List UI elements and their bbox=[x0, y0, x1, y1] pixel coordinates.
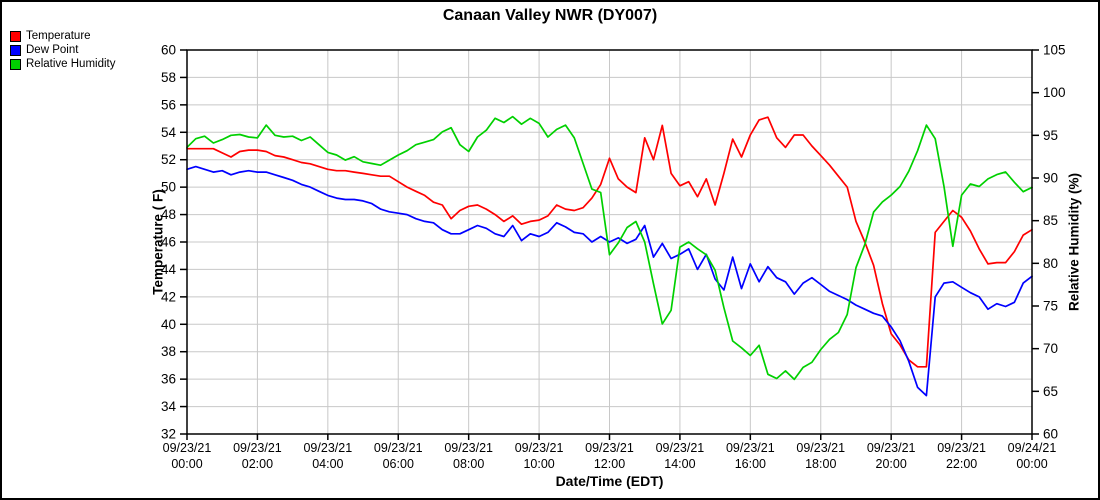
y-tick-label-right: 60 bbox=[1043, 427, 1058, 442]
axes bbox=[180, 49, 1039, 440]
x-tick-label-time: 20:00 bbox=[876, 457, 907, 471]
x-tick-label-date: 09/24/21 bbox=[1008, 441, 1057, 455]
y-tick-label-right: 95 bbox=[1043, 128, 1058, 143]
x-tick-label-time: 00:00 bbox=[171, 457, 202, 471]
y-tick-label-left: 32 bbox=[161, 427, 176, 442]
legend-item-dew-point: Dew Point bbox=[10, 44, 115, 57]
legend-label-relative-humidity: Relative Humidity bbox=[26, 58, 116, 70]
legend-label-temperature: Temperature bbox=[26, 30, 91, 42]
y-tick-label-left: 56 bbox=[161, 97, 176, 112]
temperature-line bbox=[186, 116, 1033, 368]
x-tick-label-time: 12:00 bbox=[594, 457, 625, 471]
x-tick-label-date: 09/23/21 bbox=[656, 441, 705, 455]
x-tick-label-date: 09/23/21 bbox=[585, 441, 634, 455]
legend-item-temperature: Temperature bbox=[10, 30, 115, 43]
x-tick-label-date: 09/23/21 bbox=[515, 441, 564, 455]
x-tick-label-date: 09/23/21 bbox=[937, 441, 986, 455]
y-tick-label-left: 46 bbox=[161, 235, 176, 250]
y-tick-label-left: 50 bbox=[161, 180, 176, 195]
y-tick-label-right: 100 bbox=[1043, 85, 1066, 100]
y-tick-label-left: 58 bbox=[161, 70, 176, 85]
tick-labels: 60 58 56 54 52 50 48 46 44 42 40 38 36 34 32 105 100 95 90… bbox=[161, 43, 1066, 472]
x-tick-label-date: 09/23/21 bbox=[867, 441, 916, 455]
y-tick-label-left: 48 bbox=[161, 207, 176, 222]
y-tick-label-left: 60 bbox=[161, 43, 176, 58]
y-tick-label-left: 44 bbox=[161, 262, 177, 277]
x-tick-label-time: 04:00 bbox=[312, 457, 343, 471]
y-tick-label-left: 36 bbox=[161, 372, 176, 387]
x-tick-label-time: 18:00 bbox=[805, 457, 836, 471]
legend: Temperature Dew Point Relative Humidity bbox=[10, 30, 115, 72]
x-tick-label-date: 09/23/21 bbox=[796, 441, 845, 455]
x-tick-label-date: 09/23/21 bbox=[233, 441, 282, 455]
chart-title: Canaan Valley NWR (DY007) bbox=[442, 7, 658, 24]
y-tick-label-left: 42 bbox=[161, 289, 176, 304]
relative-humidity-line bbox=[186, 115, 1033, 381]
x-tick-label-time: 14:00 bbox=[664, 457, 695, 471]
x-tick-label-time: 16:00 bbox=[735, 457, 766, 471]
x-tick-label-time: 10:00 bbox=[523, 457, 554, 471]
gridlines bbox=[187, 50, 1032, 434]
x-tick-label-time: 08:00 bbox=[453, 457, 484, 471]
y-tick-label-right: 90 bbox=[1043, 171, 1058, 186]
y-tick-label-left: 38 bbox=[161, 344, 176, 359]
x-tick-label-date: 09/23/21 bbox=[163, 441, 212, 455]
legend-swatch-temperature-icon bbox=[10, 31, 21, 42]
y-tick-label-left: 40 bbox=[161, 317, 176, 332]
x-tick-label-date: 09/23/21 bbox=[374, 441, 423, 455]
y-tick-label-right: 80 bbox=[1043, 256, 1058, 271]
dew-point-line bbox=[186, 165, 1033, 397]
legend-item-relative-humidity: Relative Humidity bbox=[10, 58, 115, 71]
x-tick-label-date: 09/23/21 bbox=[444, 441, 493, 455]
y-tick-label-left: 54 bbox=[161, 125, 177, 140]
legend-swatch-dew-point-icon bbox=[10, 45, 21, 56]
y-tick-label-right: 65 bbox=[1043, 384, 1058, 399]
x-tick-label-time: 02:00 bbox=[242, 457, 273, 471]
x-tick-label-date: 09/23/21 bbox=[726, 441, 775, 455]
y-tick-label-right: 70 bbox=[1043, 341, 1058, 356]
y-tick-label-left: 52 bbox=[161, 152, 176, 167]
y-tick-label-right: 75 bbox=[1043, 299, 1058, 314]
legend-swatch-relative-humidity-icon bbox=[10, 59, 21, 70]
x-tick-label-date: 09/23/21 bbox=[303, 441, 352, 455]
legend-label-dew-point: Dew Point bbox=[26, 44, 79, 56]
x-axis-label: Date/Time (EDT) bbox=[555, 473, 664, 489]
x-tick-label-time: 06:00 bbox=[383, 457, 414, 471]
y-tick-label-right: 105 bbox=[1043, 43, 1066, 58]
y-tick-label-right: 85 bbox=[1043, 213, 1058, 228]
y-tick-label-left: 34 bbox=[161, 399, 177, 414]
x-tick-label-time: 22:00 bbox=[946, 457, 977, 471]
x-tick-label-time: 00:00 bbox=[1016, 457, 1047, 471]
